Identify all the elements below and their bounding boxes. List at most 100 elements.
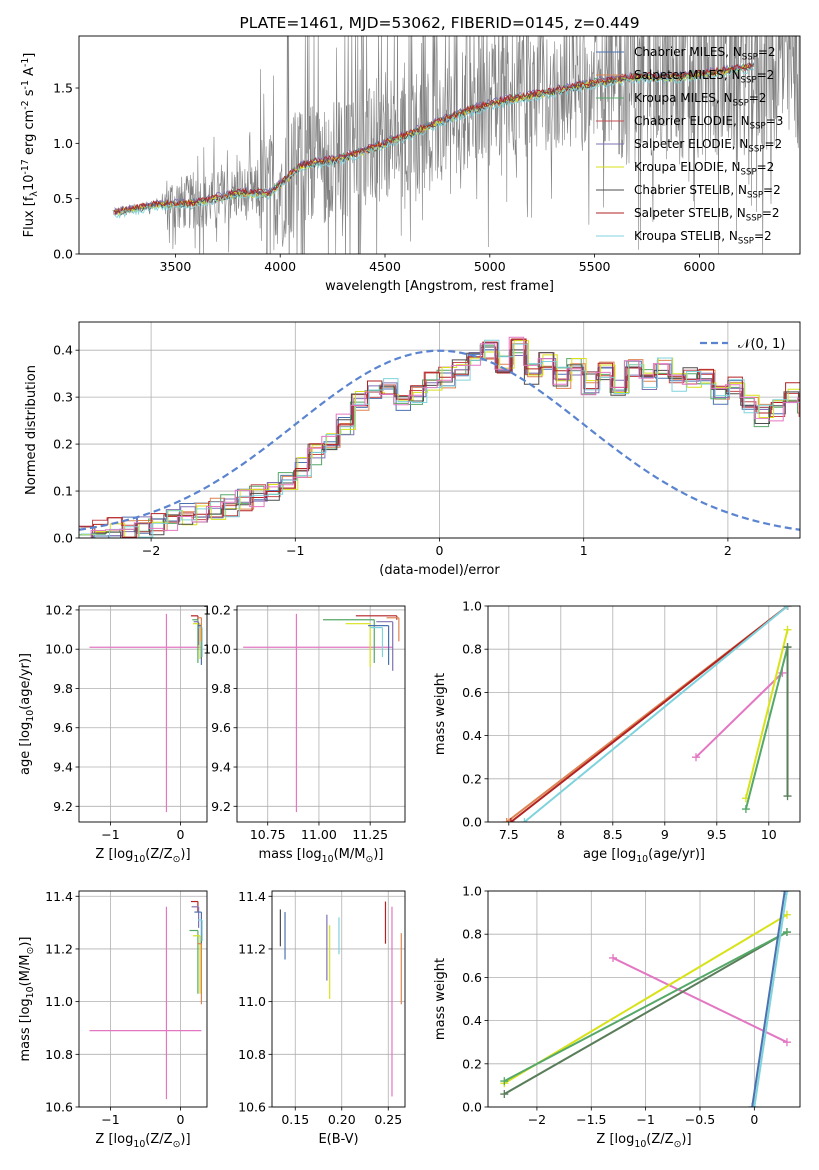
y-tick-label: 9.2 xyxy=(53,799,73,814)
x-tick-label: 9 xyxy=(661,827,669,842)
x-axis-label: wavelength [Angstrom, rest frame] xyxy=(325,279,554,294)
x-tick-label: 0.15 xyxy=(281,1112,309,1127)
histogram-step-3 xyxy=(79,339,800,538)
plot-area xyxy=(272,891,405,1108)
x-tick-label: 1 xyxy=(580,543,588,558)
weight-marker-6-1 xyxy=(783,643,792,652)
legend-label: Kroupa MILES, NSSP=2 xyxy=(634,91,766,109)
y-tick-label: 10.6 xyxy=(238,1100,266,1115)
weight-line-4 xyxy=(744,629,789,799)
ticks: 3500 4000 4500 5000 5500 6000 0.0 0.5 1.0 1.5 xyxy=(53,81,715,274)
chart-mass-vs-EBV: 0.15 0.20 0.25 10.6 10.8 11.0 11.2 11.4 E(B-V) xyxy=(238,889,406,1147)
chart-age-vs-mass: 10.75 11.00 11.25 9.2 9.4 9.6 9.8 10.0 10.2 mass … xyxy=(203,602,406,865)
axes-frame xyxy=(78,605,208,823)
y-tick-label: 9.6 xyxy=(53,720,73,735)
y-axis-label: mass weight xyxy=(433,958,448,1040)
x-tick-label: 11.25 xyxy=(352,827,388,842)
x-tick-label: 11.00 xyxy=(301,827,337,842)
weight-marker-5-1 xyxy=(780,891,789,895)
weight-line-2 xyxy=(523,606,789,822)
legend-label: Chabrier STELIB, NSSP=2 xyxy=(634,183,781,201)
x-tick-label: −1.5 xyxy=(576,1112,606,1127)
legend-label: Salpeter ELODIE, NSSP=2 xyxy=(634,137,782,155)
plot-area xyxy=(488,890,800,1108)
x-tick-label: 5500 xyxy=(579,259,611,274)
histogram-step-7 xyxy=(79,338,800,538)
weight-marker-5-0 xyxy=(741,805,750,814)
x-tick-label: 0 xyxy=(750,1112,758,1127)
x-tick-label: 0 xyxy=(176,827,184,842)
x-tick-label: 2 xyxy=(724,543,732,558)
x-tick-label: 0.25 xyxy=(374,1112,402,1127)
y-tick-label: 0.8 xyxy=(462,642,482,657)
normal-curve xyxy=(79,349,800,531)
y-tick-label: 0.1 xyxy=(53,484,73,499)
y-tick-label: 0.0 xyxy=(462,815,482,830)
x-tick-label: 0.20 xyxy=(328,1112,356,1127)
weight-marker-2-0 xyxy=(500,1090,509,1099)
y-tick-label: 0.2 xyxy=(462,771,482,786)
ticks: −2 −1.5 −1 −0.5 0 0.0 0.2 0.4 0.6 0.8 1.0 xyxy=(462,884,758,1128)
ticks: −1 0 10.6 10.8 11.0 11.2 11.4 xyxy=(45,889,184,1127)
model-line-7 xyxy=(114,62,754,216)
plot-area xyxy=(237,606,405,822)
x-tick-label: −1 xyxy=(286,543,304,558)
ticks: 10.75 11.00 11.25 9.2 9.4 9.6 9.8 10.0 10.2 xyxy=(203,602,388,842)
weight-marker-0-0 xyxy=(502,818,511,822)
y-tick-label: 9.6 xyxy=(211,720,231,735)
y-tick-label: 0.0 xyxy=(53,531,73,546)
weight-marker-2-0 xyxy=(520,818,529,822)
y-tick-label: 0.0 xyxy=(53,247,73,262)
y-tick-label: 9.4 xyxy=(53,760,73,775)
x-axis-label: Z [log10(Z/Z⊙)] xyxy=(95,847,190,865)
y-tick-label: 1.5 xyxy=(53,81,73,96)
x-tick-label: −2 xyxy=(142,543,160,558)
y-tick-label: 0.4 xyxy=(53,343,73,358)
plot-area xyxy=(488,605,800,823)
y-tick-label: 11.2 xyxy=(238,941,266,956)
y-tick-label: 0.4 xyxy=(462,1013,482,1028)
y-axis-label: age [log10(age/yr)] xyxy=(18,653,36,775)
x-tick-label: 7.5 xyxy=(499,827,519,842)
x-tick-label: 8.5 xyxy=(603,827,623,842)
axes-frame xyxy=(78,890,208,1108)
x-tick-label: 6000 xyxy=(683,259,715,274)
y-tick-label: 11.0 xyxy=(45,994,73,1009)
legend-label: 𝒩(0, 1) xyxy=(738,337,785,352)
axes-frame xyxy=(271,890,406,1108)
axes-frame xyxy=(487,890,801,1108)
weight-marker-0-0 xyxy=(609,953,618,962)
y-axis-label: Normed distribution xyxy=(24,365,39,495)
x-tick-label: 4500 xyxy=(369,259,401,274)
y-tick-label: 0.3 xyxy=(53,390,73,405)
x-tick-label: 0 xyxy=(176,1112,184,1127)
y-tick-label: 0.8 xyxy=(462,927,482,942)
x-tick-label: 0 xyxy=(436,543,444,558)
y-axis-label: mass [log10(M/M⊙)] xyxy=(18,936,36,1061)
x-axis-label: mass [log10(M/M⊙)] xyxy=(258,847,383,865)
legend-label: Kroupa ELODIE, NSSP=2 xyxy=(634,160,774,178)
y-tick-label: 0.5 xyxy=(53,191,73,206)
weight-line-2 xyxy=(503,931,788,1095)
axes-frame xyxy=(78,321,801,539)
y-tick-label: 10.0 xyxy=(45,642,73,657)
y-axis-label: mass weight xyxy=(433,673,448,755)
y-tick-label: 9.8 xyxy=(53,681,73,696)
y-tick-label: 0.2 xyxy=(462,1056,482,1071)
weight-line-0 xyxy=(612,957,788,1044)
y-tick-label: 0.6 xyxy=(462,685,482,700)
y-tick-label: 11.4 xyxy=(45,889,73,904)
y-tick-label: 11.2 xyxy=(45,941,73,956)
x-tick-label: 4000 xyxy=(264,259,296,274)
weight-line-1 xyxy=(510,606,789,822)
legend: Chabrier MILES, NSSP=2 Salpeter MILES, NS… xyxy=(596,45,783,247)
model-line-8 xyxy=(114,65,754,219)
weight-marker-5-0 xyxy=(748,1103,757,1107)
histogram-step-5 xyxy=(81,340,800,538)
axes-frame xyxy=(487,605,801,823)
histogram-step-4 xyxy=(79,342,800,538)
marks xyxy=(279,901,402,1097)
axes-frame xyxy=(78,35,801,255)
grid xyxy=(237,606,405,822)
x-axis-label: Z [log10(Z/Z⊙)] xyxy=(596,1132,691,1150)
